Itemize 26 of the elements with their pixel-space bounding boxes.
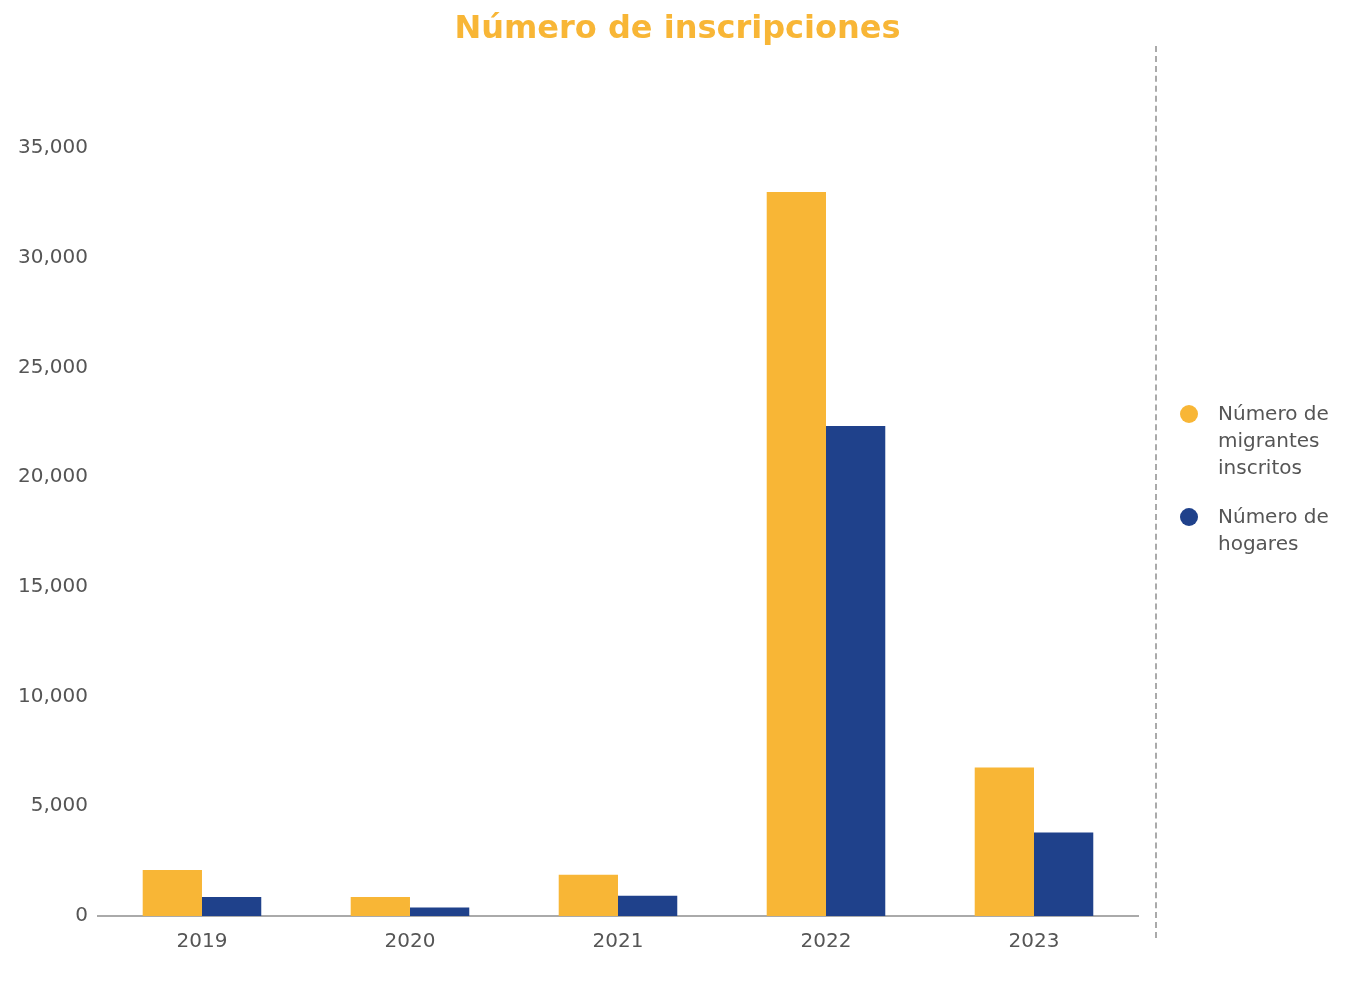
x-tick-label: 2019	[176, 928, 228, 953]
bar	[409, 907, 470, 916]
x-tick-label: 2021	[592, 928, 644, 953]
bar	[1034, 832, 1094, 916]
bar	[201, 896, 262, 916]
y-tick-label: 0	[75, 902, 88, 927]
bar	[142, 869, 202, 916]
y-tick-label: 10,000	[18, 682, 88, 707]
bar	[350, 896, 410, 916]
bar	[617, 895, 678, 916]
x-tick-label: 2020	[384, 928, 436, 953]
y-tick-label: 5,000	[30, 792, 88, 817]
legend-label: Número de hogares	[1218, 503, 1330, 557]
bar	[974, 767, 1034, 916]
y-tick-label: 25,000	[18, 353, 88, 378]
y-tick-label: 20,000	[18, 463, 88, 488]
x-tick-label: 2023	[1008, 928, 1060, 953]
bar	[558, 874, 618, 916]
bar	[766, 191, 826, 916]
bar	[825, 426, 886, 916]
y-tick-label: 35,000	[18, 134, 88, 159]
legend-label: Número de migrantes inscritos	[1218, 400, 1330, 481]
y-tick-label: 30,000	[18, 243, 88, 268]
y-tick-label: 15,000	[18, 573, 88, 598]
x-tick-label: 2022	[800, 928, 852, 953]
chart-title: Número de inscripciones	[453, 8, 902, 46]
